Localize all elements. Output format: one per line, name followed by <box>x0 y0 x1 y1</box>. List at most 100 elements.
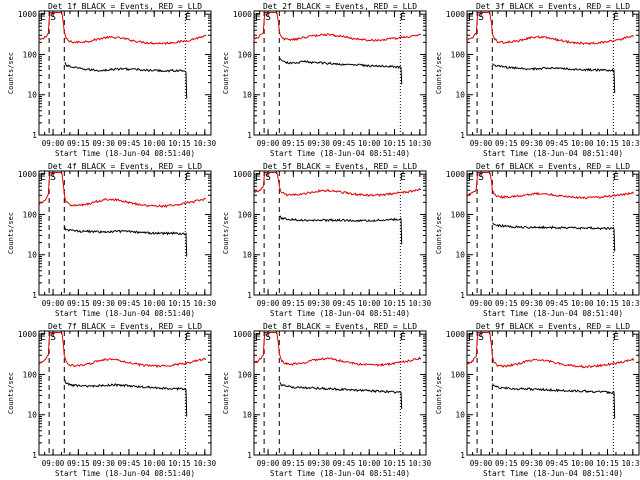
y-tick-label: 10 <box>27 411 37 420</box>
marker-e-right: E <box>400 12 406 23</box>
x-tick-label: 10:30 <box>409 459 432 468</box>
events-series-line <box>279 57 403 85</box>
x-tick-label: 09:30 <box>520 299 543 308</box>
x-tick-label: 09:30 <box>307 139 330 148</box>
panel-title: Det 4f BLACK = Events, RED = LLD <box>48 162 202 171</box>
lld-series-line <box>253 332 422 367</box>
y-axis-label: Counts/sec <box>435 52 443 94</box>
x-tick-label: 09:15 <box>495 459 518 468</box>
y-tick-label: 1000 <box>233 170 252 179</box>
events-series-line <box>279 215 403 245</box>
x-axis-label: Start Time (18-Jun-04 08:51:40) <box>483 309 623 318</box>
x-tick-label: 09:45 <box>546 459 569 468</box>
x-tick-label: 10:15 <box>383 459 406 468</box>
x-tick-label: 10:30 <box>194 459 217 468</box>
x-tick-label: 09:30 <box>92 459 115 468</box>
marker-e-right: E <box>400 332 406 343</box>
x-tick-label: 10:00 <box>358 299 381 308</box>
detector-panel-1: Det 1f BLACK = Events, RED = LLD 1 10 100 10… <box>7 2 217 158</box>
y-tick-label: 10 <box>455 411 465 420</box>
y-tick-label: 10 <box>455 91 465 100</box>
x-tick-label: 09:30 <box>92 299 115 308</box>
marker-s: S <box>478 12 484 23</box>
x-tick-label: 09:00 <box>470 139 493 148</box>
lld-series-line <box>253 12 422 42</box>
marker-e-right: E <box>613 332 619 343</box>
y-tick-label: 10 <box>242 251 252 260</box>
x-tick-label: 10:15 <box>168 139 191 148</box>
x-tick-label: 10:00 <box>571 139 594 148</box>
y-tick-label: 100 <box>23 370 38 379</box>
x-tick-label: 09:15 <box>282 299 305 308</box>
marker-s: S <box>265 172 271 183</box>
y-tick-label: 1 <box>32 451 37 460</box>
x-tick-label: 10:00 <box>571 299 594 308</box>
y-axis-label: Counts/sec <box>7 372 15 414</box>
lld-series-line <box>38 172 206 209</box>
x-tick-label: 09:15 <box>495 139 518 148</box>
plot-frame <box>466 170 640 296</box>
x-tick-label: 09:30 <box>92 139 115 148</box>
x-tick-label: 10:30 <box>194 139 217 148</box>
events-series-line <box>64 379 188 417</box>
marker-e-right: E <box>185 332 191 343</box>
x-tick-label: 09:00 <box>42 459 65 468</box>
y-tick-label: 10 <box>242 91 252 100</box>
y-tick-label: 1 <box>460 131 465 140</box>
x-axis-label: Start Time (18-Jun-04 08:51:40) <box>270 469 410 478</box>
x-tick-label: 09:45 <box>333 139 356 148</box>
plot-frame <box>466 330 640 456</box>
x-tick-label: 09:30 <box>307 299 330 308</box>
x-tick-label: 09:45 <box>118 299 141 308</box>
marker-e-right: E <box>613 172 619 183</box>
y-axis-label: Counts/sec <box>435 372 443 414</box>
y-tick-label: 1000 <box>446 170 465 179</box>
detector-panel-2: Det 2f BLACK = Events, RED = LLD 1 10 100 10… <box>222 2 432 158</box>
plot-frame <box>38 330 212 456</box>
x-tick-label: 09:00 <box>257 459 280 468</box>
y-tick-label: 1 <box>32 291 37 300</box>
plot-frame <box>253 170 427 296</box>
y-tick-label: 1000 <box>233 10 252 19</box>
x-tick-label: 10:15 <box>383 139 406 148</box>
x-tick-label: 09:00 <box>470 299 493 308</box>
y-tick-label: 100 <box>23 50 38 59</box>
lld-series-line <box>38 12 207 46</box>
x-tick-label: 10:30 <box>622 459 640 468</box>
detector-panel-8: Det 8f BLACK = Events, RED = LLD 1 10 100 10… <box>222 322 432 478</box>
lld-series-line <box>466 12 634 46</box>
marker-e-left: E <box>40 12 46 23</box>
x-tick-label: 09:15 <box>67 139 90 148</box>
marker-s: S <box>50 12 56 23</box>
y-tick-label: 100 <box>238 210 253 219</box>
y-tick-label: 100 <box>451 370 466 379</box>
x-tick-label: 09:45 <box>546 139 569 148</box>
x-tick-label: 10:30 <box>409 139 432 148</box>
y-tick-label: 10 <box>455 251 465 260</box>
x-tick-label: 10:15 <box>596 139 619 148</box>
events-series-line <box>492 63 616 94</box>
y-tick-label: 100 <box>238 50 253 59</box>
x-tick-label: 10:00 <box>358 139 381 148</box>
detector-panel-6: Det 6f BLACK = Events, RED = LLD 1 10 100 10… <box>435 162 640 318</box>
detector-panel-9: Det 9f BLACK = Events, RED = LLD 1 10 100 10… <box>435 322 640 478</box>
plot-frame <box>38 170 212 296</box>
marker-e-right: E <box>185 172 191 183</box>
events-series-line <box>279 381 403 409</box>
lld-series-line <box>253 172 422 198</box>
x-tick-label: 09:15 <box>67 299 90 308</box>
marker-e-left: E <box>40 332 46 343</box>
y-tick-label: 1000 <box>446 10 465 19</box>
y-tick-label: 1 <box>247 291 252 300</box>
y-tick-label: 100 <box>238 370 253 379</box>
y-tick-label: 1000 <box>233 330 252 339</box>
x-tick-label: 09:15 <box>282 459 305 468</box>
y-tick-label: 100 <box>23 210 38 219</box>
y-tick-label: 100 <box>451 210 466 219</box>
marker-s: S <box>478 172 484 183</box>
x-tick-label: 09:45 <box>333 459 356 468</box>
detector-panel-3: Det 3f BLACK = Events, RED = LLD 1 10 100 10… <box>435 2 640 158</box>
y-axis-label: Counts/sec <box>222 212 230 254</box>
x-axis-label: Start Time (18-Jun-04 08:51:40) <box>483 469 623 478</box>
